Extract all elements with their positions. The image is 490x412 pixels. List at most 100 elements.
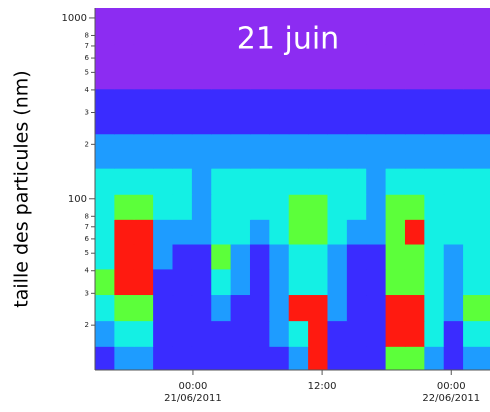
heatmap-cell xyxy=(211,194,232,220)
heatmap-cell xyxy=(424,320,445,347)
heatmap-cell xyxy=(288,194,309,220)
y-tick-label: 3 xyxy=(85,108,89,116)
heatmap-cell xyxy=(288,320,309,347)
heatmap-cell xyxy=(346,194,367,220)
heatmap-cell xyxy=(191,194,212,220)
heatmap-cell xyxy=(133,346,154,370)
heatmap-cell xyxy=(114,219,135,245)
heatmap-cell xyxy=(114,168,135,195)
y-tick-label: 6 xyxy=(85,54,90,62)
heatmap-cell xyxy=(191,346,212,370)
heatmap-cell xyxy=(346,320,367,347)
heatmap-cell xyxy=(308,88,329,135)
heatmap-cell xyxy=(133,219,154,245)
heatmap-cell xyxy=(404,168,425,195)
heatmap-cell xyxy=(404,294,425,322)
x-tick-label: 12:00 xyxy=(308,381,337,392)
heatmap-cell xyxy=(269,8,290,45)
heatmap-cell xyxy=(366,268,387,296)
heatmap-cell xyxy=(288,88,309,135)
heatmap-cell xyxy=(346,219,367,245)
heatmap-cell xyxy=(230,346,251,370)
heatmap-cell xyxy=(153,320,174,347)
heatmap-cell xyxy=(191,168,212,195)
heatmap-cell xyxy=(95,194,115,220)
heatmap-cell xyxy=(114,294,135,322)
heatmap-cell xyxy=(463,8,490,45)
heatmap-cell xyxy=(95,294,115,322)
heatmap-cell xyxy=(211,268,232,296)
heatmap-cell xyxy=(269,194,290,220)
heatmap-cell xyxy=(385,168,406,195)
heatmap-cell xyxy=(288,294,309,322)
heatmap-cell xyxy=(95,346,115,370)
heatmap-cell xyxy=(424,133,445,169)
heatmap-cell xyxy=(327,268,348,296)
heatmap-cell xyxy=(249,43,270,90)
y-tick-label: 5 xyxy=(85,68,89,76)
y-tick-label: 6 xyxy=(85,235,90,243)
heatmap-cell xyxy=(443,320,464,347)
heatmap-cell xyxy=(463,88,490,135)
heatmap-cell xyxy=(191,43,212,90)
heatmap-cell xyxy=(346,43,367,90)
y-tick-label: 2 xyxy=(85,140,89,148)
heatmap-cell xyxy=(172,268,193,296)
heatmap-cell xyxy=(288,346,309,370)
heatmap-cell xyxy=(288,168,309,195)
heatmap-cell xyxy=(95,320,115,347)
heatmap-cell xyxy=(424,346,445,370)
heatmap-cell xyxy=(172,88,193,135)
heatmap-cell xyxy=(172,243,193,270)
heatmap-cell xyxy=(114,194,135,220)
y-tick-label: 8 xyxy=(85,212,89,220)
heatmap-cell xyxy=(211,8,232,45)
heatmap-cell xyxy=(249,346,270,370)
heatmap-cell xyxy=(308,346,329,370)
heatmap-cell xyxy=(249,168,270,195)
heatmap-cell xyxy=(327,320,348,347)
heatmap-cell xyxy=(327,219,348,245)
heatmap-cell xyxy=(133,243,154,270)
heatmap-cell xyxy=(230,43,251,90)
heatmap-cell xyxy=(269,268,290,296)
heatmap-cell xyxy=(327,88,348,135)
heatmap-cell xyxy=(95,43,115,90)
heatmap-cell xyxy=(308,219,329,245)
heatmap-cell xyxy=(366,8,387,45)
heatmap-cell xyxy=(288,43,309,90)
heatmap-cell xyxy=(443,194,464,220)
heatmap-cell xyxy=(230,268,251,296)
heatmap-cell xyxy=(269,43,290,90)
y-axis-label: taille des particules (nm) xyxy=(11,70,33,307)
heatmap-cell xyxy=(346,243,367,270)
heatmap-cell xyxy=(346,168,367,195)
heatmap-cell xyxy=(211,243,232,270)
heatmap-cell xyxy=(191,268,212,296)
heatmap-cell xyxy=(211,133,232,169)
y-tick-label: 1000 xyxy=(62,13,87,24)
heatmap-cell xyxy=(366,43,387,90)
heatmap-cell xyxy=(153,243,174,270)
heatmap-cell xyxy=(249,294,270,322)
heatmap-cell xyxy=(424,243,445,270)
heatmap-cell xyxy=(249,320,270,347)
heatmap-cell xyxy=(153,219,174,245)
heatmap-cell xyxy=(172,320,193,347)
heatmap-cell xyxy=(249,219,270,245)
heatmap-cell xyxy=(366,168,387,195)
heatmap-cell xyxy=(443,346,464,370)
heatmap-cell xyxy=(404,346,425,370)
heatmap-cell xyxy=(308,168,329,195)
heatmap-cell xyxy=(404,219,425,245)
heatmap-cell xyxy=(114,88,135,135)
heatmap-cell xyxy=(404,8,425,45)
heatmap-cell xyxy=(172,294,193,322)
heatmap-cell xyxy=(172,8,193,45)
heatmap-cell xyxy=(249,88,270,135)
heatmap-cell xyxy=(385,133,406,169)
heatmap-cell xyxy=(191,8,212,45)
heatmap-cell xyxy=(308,320,329,347)
heatmap-cell xyxy=(133,320,154,347)
heatmap-cell xyxy=(230,8,251,45)
